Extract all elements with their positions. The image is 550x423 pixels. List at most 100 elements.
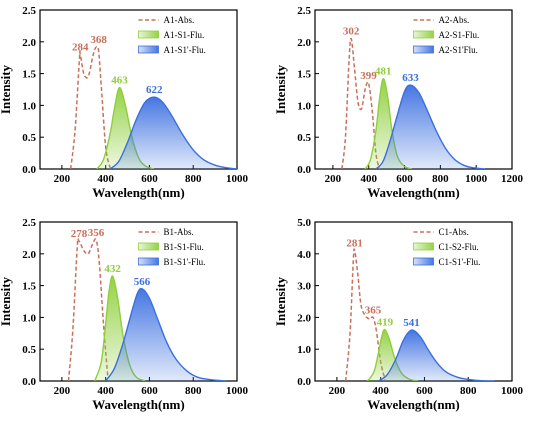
plot-area — [344, 248, 495, 381]
chart-svg-a1: 200 400 600 800 1000 0.0 0.5 1.0 1.5 2.0 2.5 Wavele… — [0, 5, 249, 200]
y-tick-label: 0.0 — [22, 164, 36, 176]
chart-svg-c1: 200 400 600 800 1000 0.0 1.0 2.0 3.0 4.0 5.0 Wavele… — [275, 217, 524, 412]
series-fill-1 — [365, 78, 412, 169]
y-tick-label: 3.0 — [297, 281, 311, 293]
y-tick-label: 2.5 — [297, 5, 311, 17]
legend-label: C1-Abs. — [439, 227, 469, 237]
legend-label: A1-S1-Flu. — [164, 30, 205, 40]
series-line-0 — [344, 248, 386, 381]
legend-label: A1-S1'-Flu. — [164, 45, 206, 55]
y-tick-label: 0.0 — [297, 164, 311, 176]
y-tick-label: 1.0 — [297, 100, 311, 112]
y-tick-label: 1.0 — [297, 344, 311, 356]
x-tick-label: 800 — [185, 385, 202, 397]
peak-label: 368 — [90, 34, 107, 46]
x-tick-label: 1000 — [501, 385, 524, 397]
legend-label: B1-Abs. — [164, 227, 194, 237]
peak-label: 302 — [343, 26, 360, 38]
y-tick-label: 2.0 — [297, 37, 311, 49]
series-fill-1 — [367, 329, 418, 381]
plot-area — [341, 37, 486, 169]
series-line-2 — [109, 96, 237, 169]
x-tick-label: 400 — [372, 385, 389, 397]
y-tick-label: 1.0 — [22, 100, 36, 112]
legend-swatch — [413, 30, 434, 39]
x-tick-label: 1200 — [501, 173, 524, 185]
peak-label: 419 — [377, 316, 394, 328]
legend-swatch — [413, 45, 434, 54]
x-axis-title: Wavelength(nm) — [367, 185, 459, 200]
series-line-2 — [375, 84, 486, 169]
y-axis-title: Intensity — [0, 64, 13, 114]
x-axis-title: Wavelength(nm) — [92, 185, 184, 200]
y-tick-label: 1.5 — [22, 281, 36, 293]
x-tick-label: 200 — [54, 385, 71, 397]
x-axis-title: Wavelength(nm) — [367, 397, 459, 412]
x-tick-label: 600 — [141, 385, 158, 397]
chart-panel-a1: 200 400 600 800 1000 0.0 0.5 1.0 1.5 2.0 2.5 Wavele… — [0, 0, 275, 211]
y-axis-title: Intensity — [275, 276, 288, 326]
y-tick-label: 2.5 — [22, 5, 36, 17]
series-line-2 — [105, 287, 227, 381]
peak-label: 463 — [111, 75, 128, 87]
peak-label: 399 — [360, 70, 377, 82]
x-tick-label: 1000 — [226, 173, 249, 185]
y-tick-label: 0.5 — [22, 132, 36, 144]
y-axis-title: Intensity — [275, 64, 288, 114]
plot-area — [67, 237, 227, 381]
x-tick-label: 400 — [97, 173, 114, 185]
legend-label: C1-S1'-Flu. — [439, 257, 481, 267]
y-tick-label: 2.5 — [22, 217, 36, 229]
peak-label: 432 — [104, 263, 121, 275]
legend-swatch — [138, 45, 159, 54]
x-tick-label: 600 — [396, 173, 413, 185]
legend-swatch — [138, 242, 159, 251]
legend-swatch — [138, 30, 159, 39]
legend-label: A2-S1-Flu. — [439, 30, 480, 40]
legend-label: B1-S1-Flu. — [164, 242, 204, 252]
y-tick-label: 0.5 — [297, 132, 311, 144]
x-tick-label: 600 — [141, 173, 158, 185]
chart-panel-a2: 200 400 600 800 1000 1200 0.0 0.5 1.0 1.5 2.0 2.5 Wa… — [275, 0, 550, 211]
series-line-0 — [341, 37, 381, 169]
peak-label: 281 — [346, 238, 363, 250]
y-tick-label: 2.0 — [297, 312, 311, 324]
series-line-0 — [69, 45, 111, 169]
y-tick-label: 5.0 — [297, 217, 311, 229]
x-tick-label: 800 — [432, 173, 449, 185]
y-tick-label: 4.0 — [297, 249, 311, 261]
y-tick-label: 1.5 — [22, 69, 36, 81]
y-tick-label: 1.0 — [22, 312, 36, 324]
x-tick-label: 400 — [360, 173, 377, 185]
legend-label: A2-S1'Flu. — [439, 45, 478, 55]
peak-label: 481 — [375, 66, 392, 78]
legend-label: C1-S2-Flu. — [439, 242, 479, 252]
peak-label: 633 — [402, 72, 419, 84]
chart-svg-b1: 200 400 600 800 1000 0.0 0.5 1.0 1.5 2.0 2.5 Wavele… — [0, 217, 249, 412]
x-tick-label: 200 — [325, 173, 342, 185]
series-fill-1 — [96, 87, 154, 169]
legend-swatch — [413, 242, 434, 251]
x-tick-label: 1000 — [226, 385, 249, 397]
y-tick-label: 0.5 — [22, 344, 36, 356]
legend-label: A2-Abs. — [439, 15, 470, 25]
peak-label: 622 — [146, 84, 163, 96]
series-fill-2 — [110, 97, 237, 169]
y-tick-label: 2.0 — [22, 249, 36, 261]
x-axis-title: Wavelength(nm) — [92, 397, 184, 412]
legend-swatch — [138, 257, 159, 266]
x-tick-label: 400 — [97, 385, 114, 397]
legend-label: B1-S1'-Flu. — [164, 257, 206, 267]
y-tick-label: 0.0 — [22, 376, 36, 388]
series-line-2 — [378, 329, 495, 381]
chart-panel-b1: 200 400 600 800 1000 0.0 0.5 1.0 1.5 2.0 2.5 Wavele… — [0, 212, 275, 423]
peak-label: 284 — [72, 42, 89, 54]
x-tick-label: 800 — [460, 385, 477, 397]
legend-swatch — [413, 257, 434, 266]
peak-label: 365 — [365, 304, 382, 316]
x-tick-label: 200 — [329, 385, 346, 397]
series-fill-2 — [105, 288, 227, 381]
x-tick-label: 800 — [185, 173, 202, 185]
x-tick-label: 600 — [416, 385, 433, 397]
